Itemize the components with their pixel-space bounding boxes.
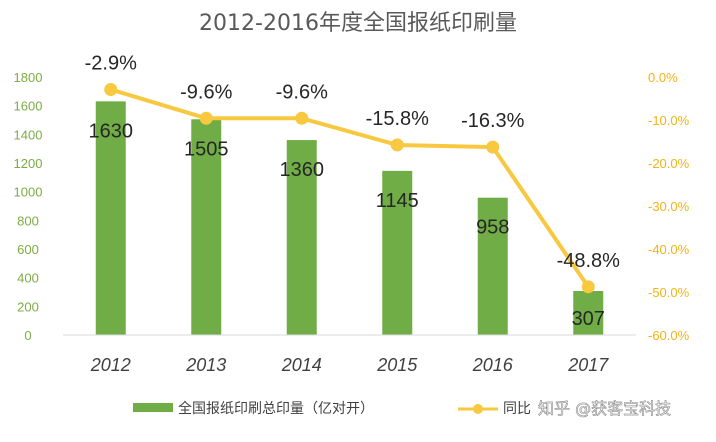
bar-data-label: 958 <box>476 217 509 239</box>
left-tick-label: 600 <box>17 242 39 257</box>
left-tick-label: 1400 <box>14 127 43 142</box>
x-tick-label: 2016 <box>472 355 514 375</box>
line-point <box>581 280 595 294</box>
left-tick-label: 1200 <box>14 156 43 171</box>
bar-data-label: 307 <box>572 308 605 330</box>
bar-data-label: 1630 <box>89 120 134 142</box>
right-tick-label: -20.0% <box>648 156 690 171</box>
x-tick-label: 2015 <box>376 355 418 375</box>
right-tick-label: -40.0% <box>648 242 690 257</box>
line-data-label: -2.9% <box>85 52 137 74</box>
line-data-label: -48.8% <box>557 250 621 272</box>
left-axis: 0 200 400 600 800 1000 1200 1400 1600 1800 <box>14 70 43 343</box>
right-axis: 0.0% -10.0% -20.0% -30.0% -40.0% -50.0% -60.0% <box>648 70 690 343</box>
right-tick-label: -10.0% <box>648 113 690 128</box>
left-tick-label: 800 <box>17 213 39 228</box>
bar-series <box>95 101 604 336</box>
line-point <box>104 82 118 96</box>
legend-label-line: 同比 <box>503 401 531 417</box>
line-point <box>390 138 404 152</box>
bar <box>286 140 317 335</box>
bar <box>382 170 413 335</box>
legend-swatch-bar <box>133 403 173 412</box>
right-tick-label: 0.0% <box>648 70 678 85</box>
x-tick-label: 2013 <box>185 355 226 375</box>
bar <box>477 197 508 335</box>
watermark: 知乎 @获客宝科技 <box>538 399 671 418</box>
bar <box>95 101 126 335</box>
line-point <box>295 111 309 125</box>
left-tick-label: 200 <box>17 299 39 314</box>
bar <box>191 119 222 336</box>
left-tick-label: 1000 <box>14 185 43 200</box>
left-tick-label: 1800 <box>14 70 43 85</box>
bar-data-label: 1145 <box>376 190 419 212</box>
legend-swatch-marker <box>473 404 483 414</box>
line-path <box>110 87 590 288</box>
line-series <box>104 82 595 294</box>
x-tick-label: 2014 <box>281 355 322 375</box>
x-tick-label: 2017 <box>567 355 609 375</box>
legend-label-bar: 全国报纸印刷总印量（亿对开） <box>178 400 374 417</box>
line-data-label: -9.6% <box>276 81 328 103</box>
right-tick-label: -30.0% <box>648 199 690 214</box>
bar <box>573 290 604 335</box>
right-tick-label: -60.0% <box>648 328 690 343</box>
bar-data-labels: 1630 1505 1360 1145 958 307 <box>89 120 605 330</box>
legend: 全国报纸印刷总印量（亿对开） 同比 <box>133 400 531 417</box>
right-tick-label: -50.0% <box>648 285 690 300</box>
line-data-labels: -2.9% -9.6% -9.6% -15.8% -16.3% -48.8% <box>85 52 621 271</box>
x-axis: 2012 2013 2014 2015 2016 2017 <box>63 334 636 375</box>
x-tick-label: 2012 <box>90 355 131 375</box>
chart-title: 2012-2016年度全国报纸印刷量 <box>199 11 517 36</box>
bar-data-label: 1505 <box>184 138 229 160</box>
left-tick-label: 1600 <box>14 99 43 114</box>
line-point <box>486 140 500 154</box>
bar-data-label: 1360 <box>280 159 325 181</box>
left-tick-label: 0 <box>24 328 31 343</box>
line-data-label: -9.6% <box>180 81 232 103</box>
line-point <box>199 111 213 125</box>
line-data-label: -15.8% <box>366 108 430 130</box>
left-tick-label: 400 <box>17 271 39 286</box>
line-data-label: -16.3% <box>461 110 525 132</box>
